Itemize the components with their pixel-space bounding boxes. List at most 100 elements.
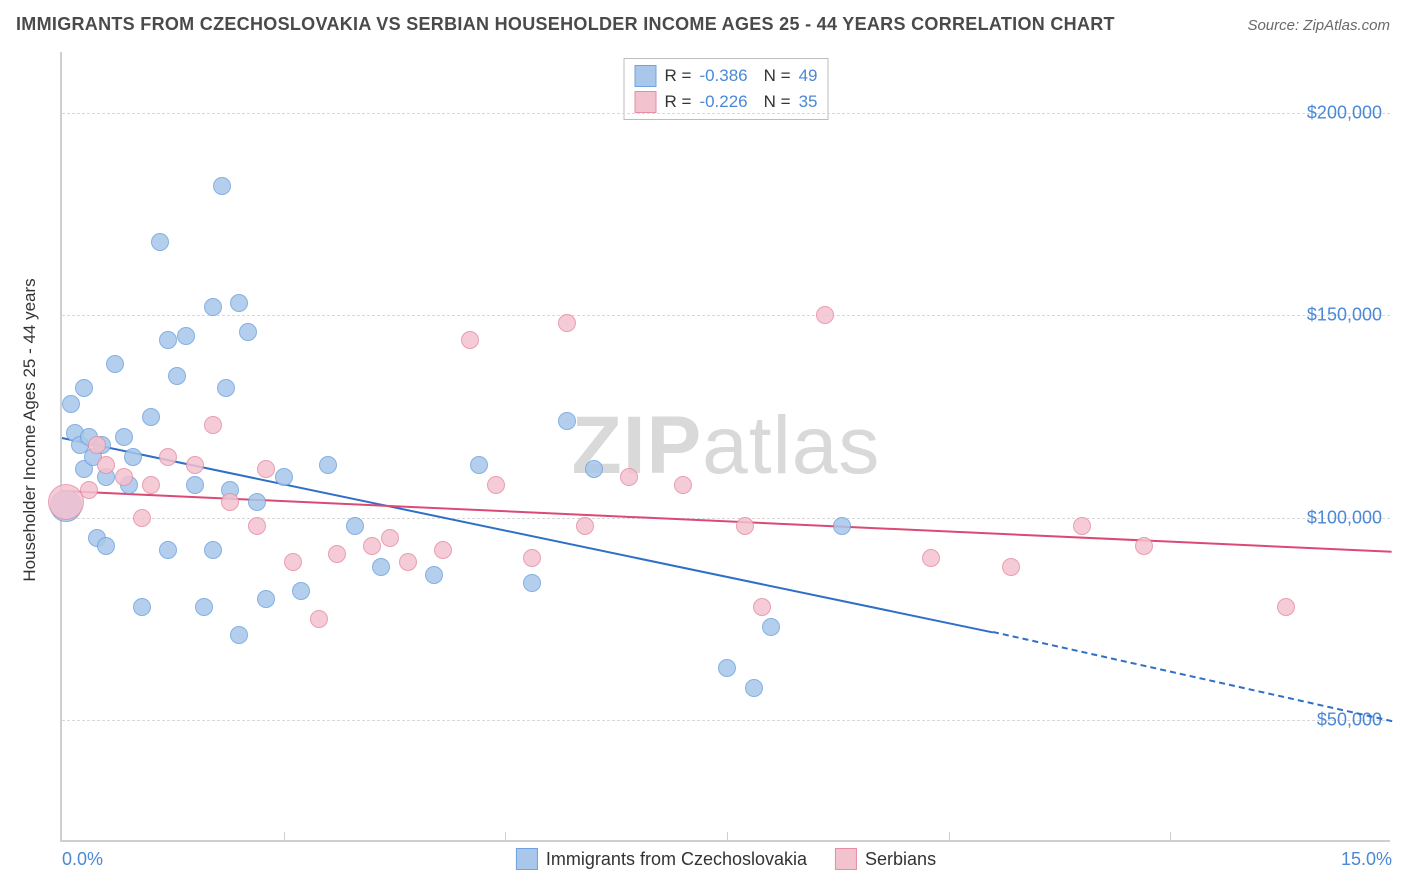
data-point [381,529,399,547]
data-point [257,460,275,478]
x-tick [505,832,506,842]
source-label: Source: ZipAtlas.com [1247,17,1390,34]
data-point [204,541,222,559]
data-point [674,476,692,494]
data-point [576,517,594,535]
data-point [346,517,364,535]
data-point [221,493,239,511]
data-point [75,379,93,397]
data-point [461,331,479,349]
data-point [363,537,381,555]
x-tick-label: 0.0% [62,849,103,870]
legend-swatch-serbian [635,91,657,113]
data-point [248,517,266,535]
y-tick-label: $150,000 [1307,305,1382,326]
x-tick [284,832,285,842]
legend-swatch-icon [516,848,538,870]
data-point [319,456,337,474]
data-point [159,331,177,349]
data-point [745,679,763,697]
data-point [523,574,541,592]
data-point [292,582,310,600]
data-point [115,428,133,446]
legend-swatch-icon [835,848,857,870]
data-point [487,476,505,494]
data-point [230,294,248,312]
data-point [762,618,780,636]
data-point [97,537,115,555]
data-point [186,456,204,474]
data-point [124,448,142,466]
y-tick-label: $200,000 [1307,102,1382,123]
data-point [106,355,124,373]
scatter-plot-area: ZIPatlas R =-0.386 N =49 R =-0.226 N =35… [60,52,1390,842]
data-point [97,456,115,474]
y-axis-title: Householder Income Ages 25 - 44 years [20,278,40,581]
data-point [922,549,940,567]
y-tick-label: $50,000 [1317,710,1382,731]
data-point [425,566,443,584]
gridline-h [62,720,1390,721]
data-point [195,598,213,616]
legend-swatch-czech [635,65,657,87]
data-point [372,558,390,576]
y-tick-label: $100,000 [1307,507,1382,528]
data-point [257,590,275,608]
x-tick-label: 15.0% [1341,849,1392,870]
x-tick [727,832,728,842]
data-point [115,468,133,486]
x-tick [949,832,950,842]
data-point [275,468,293,486]
data-point [151,233,169,251]
data-point [142,476,160,494]
data-point [1002,558,1020,576]
gridline-h [62,315,1390,316]
data-point [204,298,222,316]
legend-row-serbian: R =-0.226 N =35 [635,89,818,115]
data-point [753,598,771,616]
data-point [1135,537,1153,555]
series-legend: Immigrants from Czechoslovakia Serbians [516,848,936,870]
data-point [159,448,177,466]
data-point [88,436,106,454]
data-point [523,549,541,567]
data-point [186,476,204,494]
data-point [434,541,452,559]
correlation-legend: R =-0.386 N =49 R =-0.226 N =35 [624,58,829,120]
data-point [142,408,160,426]
data-point [239,323,257,341]
data-point [133,509,151,527]
data-point [80,481,98,499]
data-point [833,517,851,535]
data-point [328,545,346,563]
data-point [620,468,638,486]
data-point [284,553,302,571]
data-point [159,541,177,559]
data-point [310,610,328,628]
data-point [1277,598,1295,616]
legend-row-czech: R =-0.386 N =49 [635,63,818,89]
gridline-h [62,113,1390,114]
data-point [470,456,488,474]
data-point [213,177,231,195]
legend-item-serbian: Serbians [835,848,936,870]
data-point [230,626,248,644]
chart-title: IMMIGRANTS FROM CZECHOSLOVAKIA VS SERBIA… [16,14,1115,35]
data-point [248,493,266,511]
data-point [217,379,235,397]
x-tick [1170,832,1171,842]
data-point [168,367,186,385]
data-point [204,416,222,434]
data-point [1073,517,1091,535]
data-point [736,517,754,535]
data-point [399,553,417,571]
data-point [558,412,576,430]
data-point [585,460,603,478]
data-point [133,598,151,616]
data-point [718,659,736,677]
data-point [177,327,195,345]
legend-item-czech: Immigrants from Czechoslovakia [516,848,807,870]
trend-line [993,631,1392,722]
data-point [816,306,834,324]
watermark: ZIPatlas [572,399,881,493]
